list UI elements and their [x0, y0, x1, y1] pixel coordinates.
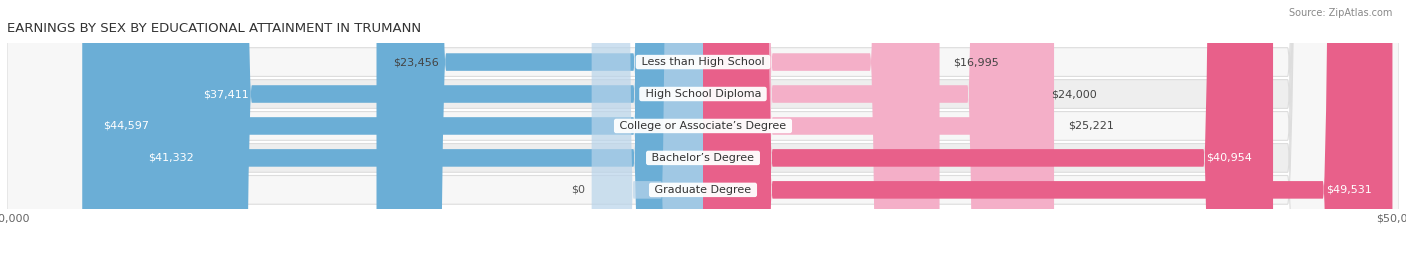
- FancyBboxPatch shape: [592, 0, 703, 268]
- FancyBboxPatch shape: [82, 0, 703, 268]
- Text: Source: ZipAtlas.com: Source: ZipAtlas.com: [1288, 8, 1392, 18]
- Text: $44,597: $44,597: [103, 121, 149, 131]
- FancyBboxPatch shape: [377, 0, 703, 268]
- Text: $49,531: $49,531: [1326, 185, 1372, 195]
- FancyBboxPatch shape: [7, 0, 1399, 268]
- FancyBboxPatch shape: [703, 0, 1038, 268]
- FancyBboxPatch shape: [703, 0, 939, 268]
- FancyBboxPatch shape: [183, 0, 703, 268]
- FancyBboxPatch shape: [128, 0, 703, 268]
- FancyBboxPatch shape: [7, 0, 1399, 268]
- FancyBboxPatch shape: [703, 0, 1272, 268]
- Text: $23,456: $23,456: [394, 57, 439, 67]
- Text: $16,995: $16,995: [953, 57, 1000, 67]
- FancyBboxPatch shape: [7, 0, 1399, 268]
- FancyBboxPatch shape: [703, 0, 1392, 268]
- Text: $24,000: $24,000: [1052, 89, 1097, 99]
- FancyBboxPatch shape: [703, 0, 1054, 268]
- Text: $0: $0: [571, 185, 585, 195]
- Text: $40,954: $40,954: [1206, 153, 1253, 163]
- Text: EARNINGS BY SEX BY EDUCATIONAL ATTAINMENT IN TRUMANN: EARNINGS BY SEX BY EDUCATIONAL ATTAINMEN…: [7, 22, 422, 35]
- Text: $25,221: $25,221: [1069, 121, 1114, 131]
- Text: $41,332: $41,332: [149, 153, 194, 163]
- Text: Less than High School: Less than High School: [638, 57, 768, 67]
- Text: High School Diploma: High School Diploma: [641, 89, 765, 99]
- Text: College or Associate’s Degree: College or Associate’s Degree: [616, 121, 790, 131]
- Text: $37,411: $37,411: [202, 89, 249, 99]
- FancyBboxPatch shape: [7, 0, 1399, 268]
- Text: Graduate Degree: Graduate Degree: [651, 185, 755, 195]
- FancyBboxPatch shape: [7, 0, 1399, 268]
- Text: Bachelor’s Degree: Bachelor’s Degree: [648, 153, 758, 163]
